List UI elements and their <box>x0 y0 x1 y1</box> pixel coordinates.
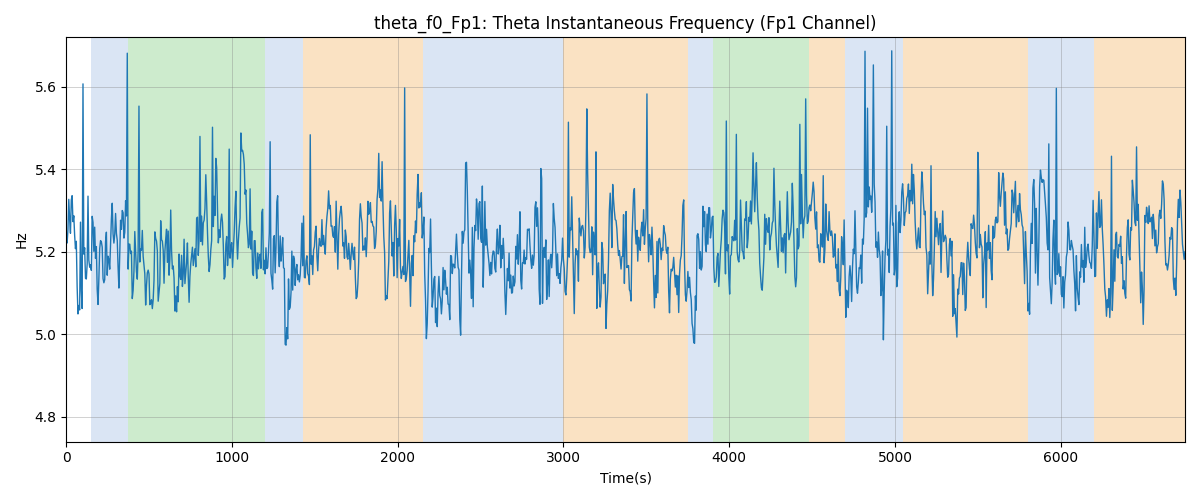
Bar <box>127 38 265 442</box>
Title: theta_f0_Fp1: Theta Instantaneous Frequency (Fp1 Channel): theta_f0_Fp1: Theta Instantaneous Freque… <box>374 15 877 34</box>
Bar <box>1027 38 1094 442</box>
Bar <box>422 38 564 442</box>
Y-axis label: Hz: Hz <box>16 230 29 248</box>
Bar <box>91 38 127 442</box>
Bar <box>809 38 845 442</box>
Bar <box>904 38 1027 442</box>
Bar <box>304 38 422 442</box>
Bar <box>265 38 304 442</box>
Bar <box>564 38 688 442</box>
Bar <box>1094 38 1186 442</box>
Bar <box>688 38 713 442</box>
Bar <box>713 38 809 442</box>
X-axis label: Time(s): Time(s) <box>600 471 652 485</box>
Bar <box>845 38 904 442</box>
